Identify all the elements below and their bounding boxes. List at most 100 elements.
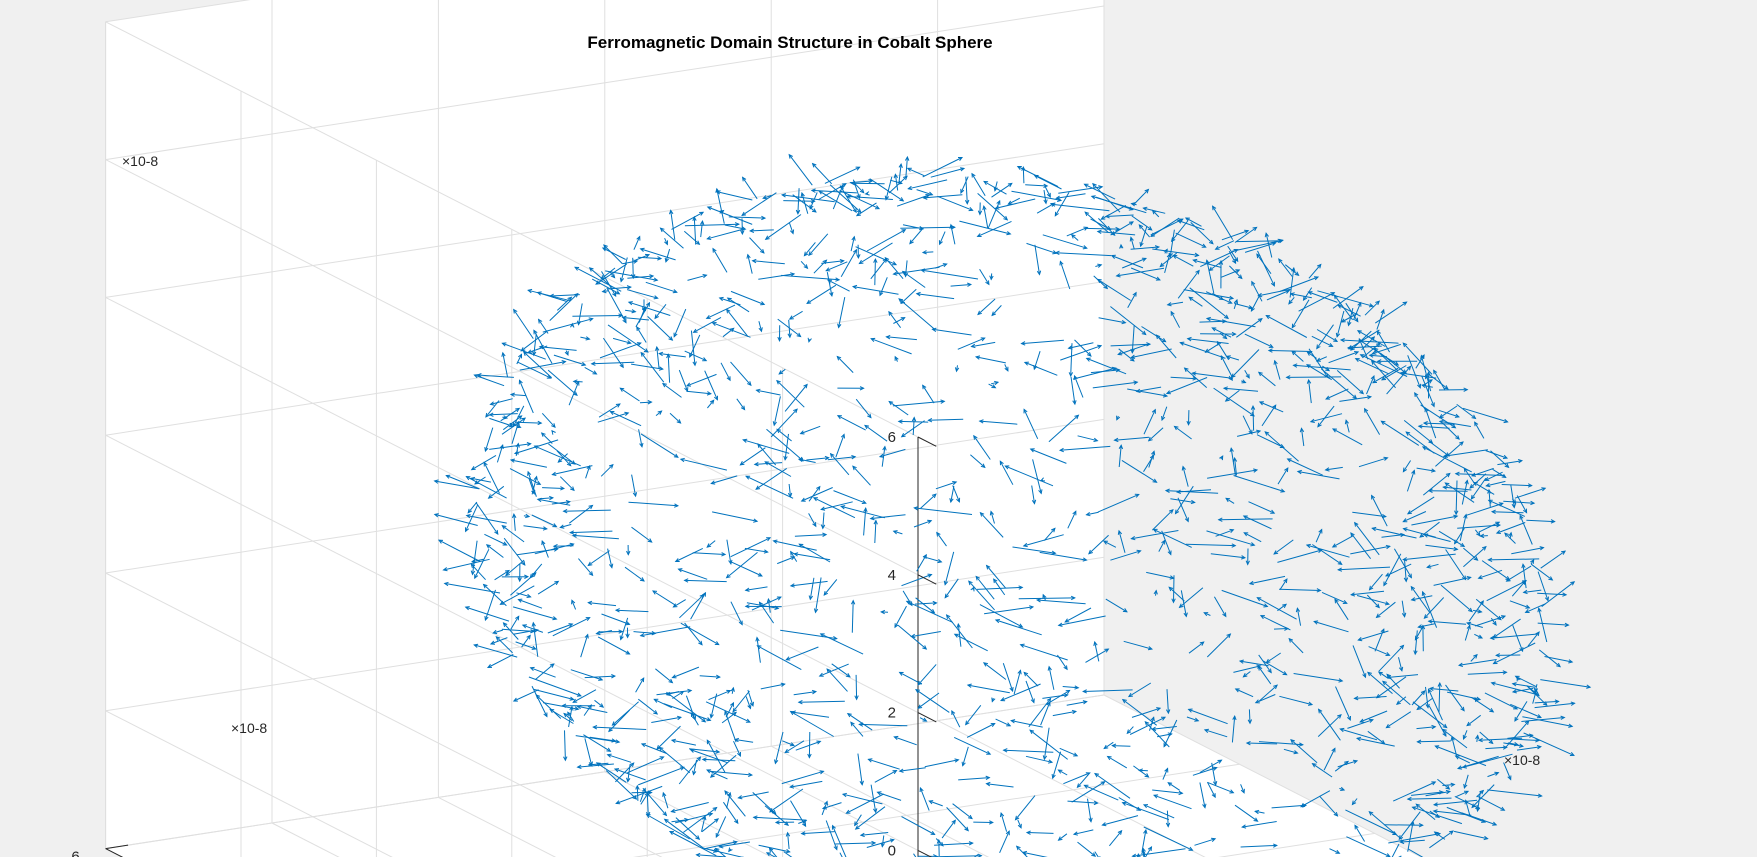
magnetization-arrow bbox=[966, 722, 996, 738]
arrow-shaft bbox=[494, 570, 510, 581]
magnetization-arrow bbox=[809, 192, 818, 210]
arrow-head bbox=[622, 318, 627, 324]
magnetization-arrow bbox=[751, 258, 785, 265]
arrow-shaft bbox=[800, 425, 821, 435]
arrow-shaft bbox=[851, 600, 854, 633]
arrow-head bbox=[1477, 609, 1483, 614]
arrow-head bbox=[852, 248, 858, 254]
arrow-shaft bbox=[1297, 471, 1340, 480]
arrow-shaft bbox=[857, 753, 863, 785]
arrow-head bbox=[1525, 604, 1531, 609]
magnetization-arrow bbox=[1152, 528, 1192, 548]
arrow-head bbox=[1252, 226, 1258, 232]
magnetization-arrow bbox=[1066, 700, 1088, 706]
arrow-head bbox=[1224, 397, 1230, 402]
arrow-head bbox=[1111, 743, 1117, 748]
arrow-head bbox=[808, 595, 814, 601]
magnetization-arrow bbox=[1347, 718, 1374, 729]
arrow-head bbox=[1508, 531, 1513, 537]
arrow-shaft bbox=[1306, 544, 1350, 558]
arrow-head bbox=[1376, 359, 1382, 364]
arrow-shaft bbox=[1164, 253, 1171, 274]
arrow-head bbox=[536, 480, 542, 485]
magnetization-arrow bbox=[1339, 727, 1378, 741]
magnetization-arrow bbox=[966, 683, 1010, 694]
arrow-shaft bbox=[1152, 509, 1174, 531]
arrow-head bbox=[501, 342, 507, 347]
magnetization-arrow bbox=[746, 253, 753, 274]
magnetization-arrow bbox=[1356, 330, 1386, 347]
arrow-shaft bbox=[514, 439, 559, 454]
arrow-shaft bbox=[632, 257, 634, 279]
arrow-head bbox=[1234, 257, 1239, 263]
arrow-shaft bbox=[1153, 794, 1192, 810]
arrow-shaft bbox=[1316, 356, 1327, 362]
arrow-shaft bbox=[1371, 360, 1396, 389]
quiver-arrows bbox=[433, 153, 1592, 857]
arrow-head bbox=[938, 240, 943, 246]
arrow-shaft bbox=[1043, 528, 1056, 541]
arrow-shaft bbox=[1427, 563, 1439, 568]
arrow-head bbox=[831, 824, 836, 830]
magnetization-arrow bbox=[878, 448, 906, 458]
magnetization-arrow bbox=[549, 708, 574, 724]
arrow-head bbox=[710, 480, 716, 485]
arrow-shaft bbox=[600, 464, 614, 477]
arrow-head bbox=[1451, 424, 1457, 429]
arrow-shaft bbox=[1131, 707, 1161, 718]
arrow-shaft bbox=[1439, 420, 1471, 427]
magnetization-arrow bbox=[954, 365, 960, 373]
arrow-shaft bbox=[784, 384, 808, 412]
arrow-shaft bbox=[1211, 762, 1217, 785]
arrow-shaft bbox=[1188, 296, 1203, 307]
magnetization-arrow bbox=[797, 457, 816, 463]
magnetization-arrow bbox=[876, 791, 902, 801]
arrow-head bbox=[1161, 539, 1166, 545]
arrow-shaft bbox=[570, 669, 603, 681]
arrow-shaft bbox=[1143, 409, 1156, 435]
magnetization-arrow bbox=[1286, 458, 1323, 476]
magnetization-arrow bbox=[619, 617, 629, 641]
magnetization-arrow bbox=[639, 247, 676, 261]
magnetization-arrow bbox=[1023, 671, 1039, 687]
arrow-shaft bbox=[850, 236, 855, 252]
magnetization-arrow bbox=[1435, 441, 1464, 467]
magnetization-arrow bbox=[901, 816, 936, 836]
y-axis-ticks: -6-4-20246 bbox=[71, 844, 129, 857]
arrow-head bbox=[1302, 296, 1308, 302]
arrow-shaft bbox=[625, 309, 636, 313]
arrow-shaft bbox=[1537, 592, 1567, 596]
arrow-shaft bbox=[490, 398, 513, 405]
magnetization-arrow bbox=[1385, 711, 1412, 729]
magnetization-arrow bbox=[917, 664, 937, 686]
arrow-shaft bbox=[869, 178, 904, 202]
magnetization-arrow bbox=[1354, 358, 1389, 375]
arrow-shaft bbox=[1463, 774, 1469, 789]
arrow-shaft bbox=[1392, 781, 1436, 802]
arrow-head bbox=[1149, 454, 1155, 460]
arrow-shaft bbox=[1223, 387, 1259, 392]
arrow-head bbox=[1220, 354, 1225, 361]
magnetization-arrow bbox=[1421, 375, 1435, 408]
arrow-head bbox=[1411, 806, 1417, 811]
arrow-head bbox=[1295, 607, 1301, 613]
arrow-head bbox=[777, 336, 782, 342]
arrow-head bbox=[1430, 468, 1437, 473]
arrow-head bbox=[1250, 542, 1256, 547]
arrow-shaft bbox=[1382, 681, 1411, 706]
arrow-shaft bbox=[1418, 425, 1450, 429]
magnetization-arrow bbox=[1463, 774, 1469, 789]
magnetization-arrow bbox=[529, 666, 556, 678]
arrow-shaft bbox=[1388, 833, 1441, 844]
arrow-head bbox=[888, 400, 894, 406]
arrow-shaft bbox=[1258, 684, 1278, 702]
arrow-shaft bbox=[1334, 761, 1349, 772]
magnetization-arrow bbox=[595, 762, 627, 783]
arrow-head bbox=[1527, 483, 1533, 488]
arrow-shaft bbox=[1485, 746, 1507, 750]
arrow-head bbox=[824, 455, 830, 461]
arrow-head bbox=[1151, 450, 1156, 456]
magnetization-arrow bbox=[1489, 633, 1538, 641]
arrow-shaft bbox=[1086, 511, 1099, 516]
arrow-head bbox=[689, 352, 694, 358]
